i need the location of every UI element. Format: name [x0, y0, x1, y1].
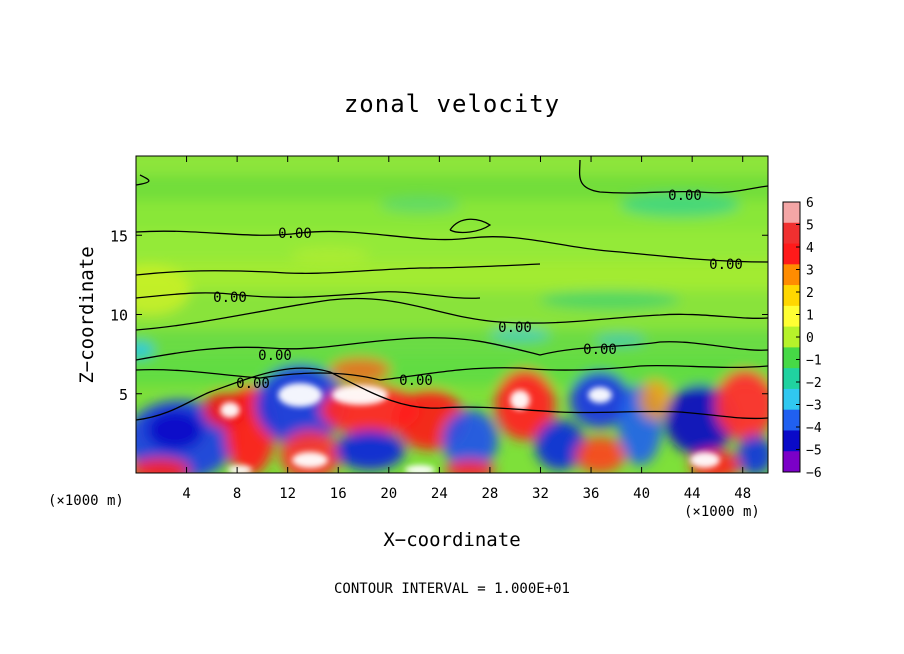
contour-line [136, 297, 768, 331]
chart-title: zonal velocity [344, 90, 560, 118]
colorbar-swatch [783, 243, 800, 265]
colorbar-tick-label: 5 [806, 219, 814, 234]
y-axis-label: Z−coordinate [76, 246, 98, 383]
colorbar-swatch [783, 285, 800, 307]
colorbar-swatch [783, 368, 800, 390]
contour-label: 0.00 [399, 373, 433, 389]
colorbar-tick-label: 0 [806, 331, 814, 346]
colorbar-tick-label: −5 [806, 444, 822, 459]
x-tick-label: 40 [633, 486, 650, 502]
x-axis-label: X−coordinate [383, 529, 520, 551]
x-tick-label: 16 [330, 486, 347, 502]
colorbar-tick-label: 2 [806, 286, 814, 301]
y-tick-label: 5 [119, 386, 128, 404]
colorbar-tick-label: −6 [806, 466, 822, 481]
contour-line [136, 364, 768, 381]
x-tick-label: 24 [431, 486, 448, 502]
contour-label: 0.00 [213, 290, 247, 306]
colorbar-tick-label: −3 [806, 399, 822, 414]
colorbar-swatch [783, 326, 800, 348]
x-tick-label: 32 [532, 486, 549, 502]
x-tick-label: 44 [684, 486, 701, 502]
colorbar-swatch [783, 347, 800, 369]
colorbar-tick-label: 3 [806, 264, 814, 279]
x-tick-label: 20 [380, 486, 397, 502]
x-unit-label-left: (×1000 m) [48, 493, 124, 509]
x-tick-label: 48 [734, 486, 751, 502]
colorbar-swatch [783, 388, 800, 411]
colorbar: 6 5 4 3 2 1 0 −1 −2 −3 −4 −5 −6 [782, 196, 822, 481]
colorbar-tick-label: 4 [806, 241, 814, 256]
y-tick-label: 15 [110, 227, 128, 245]
zero-contours [136, 159, 768, 421]
contour-label: 0.00 [709, 257, 743, 273]
contour-line [136, 263, 541, 276]
contour-line [136, 291, 481, 299]
contour-line [136, 367, 768, 421]
colorbar-swatch [783, 264, 800, 286]
colorbar-tick-label: −2 [806, 376, 822, 391]
contour-line [136, 174, 150, 186]
x-tick-label: 12 [279, 486, 296, 502]
contour-line [449, 218, 492, 234]
colorbar-tick-label: −1 [806, 354, 822, 369]
contour-label: 0.00 [583, 342, 617, 358]
colorbar-tick-label: −4 [806, 421, 822, 436]
contour-line [578, 159, 768, 194]
colorbar-swatch [783, 430, 800, 452]
x-tick-label: 28 [481, 486, 498, 502]
colorbar-swatch [783, 409, 800, 431]
contour-line [136, 230, 768, 263]
contour-label: 0.00 [278, 226, 312, 242]
colorbar-swatch [783, 222, 800, 245]
plot-area [136, 156, 768, 473]
x-tick-label: 8 [233, 486, 241, 502]
contour-label: 0.00 [668, 188, 702, 204]
colorbar-swatch [783, 202, 800, 224]
contour-interval-note: CONTOUR INTERVAL = 1.000E+01 [334, 581, 570, 597]
y-tick-label: 10 [110, 307, 128, 325]
colorbar-swatch [783, 305, 800, 328]
x-tick-label: 4 [182, 486, 190, 502]
contour-labels: 0.00 0.00 0.00 0.00 0.00 0.00 0.00 0.00 0.00 [213, 188, 743, 392]
contour-label: 0.00 [236, 376, 270, 392]
colorbar-swatch [783, 451, 800, 473]
contour-label: 0.00 [258, 348, 292, 364]
contour-label: 0.00 [498, 320, 532, 336]
contour-line [136, 337, 768, 361]
x-tick-label: 36 [583, 486, 600, 502]
x-axis: 4 8 12 16 20 24 28 32 36 40 44 48 [182, 156, 751, 502]
y-axis: 5 10 15 [110, 227, 768, 404]
colorbar-tick-label: 1 [806, 309, 814, 324]
colorbar-tick-label: 6 [806, 196, 814, 211]
x-unit-label-right: (×1000 m) [684, 504, 760, 520]
